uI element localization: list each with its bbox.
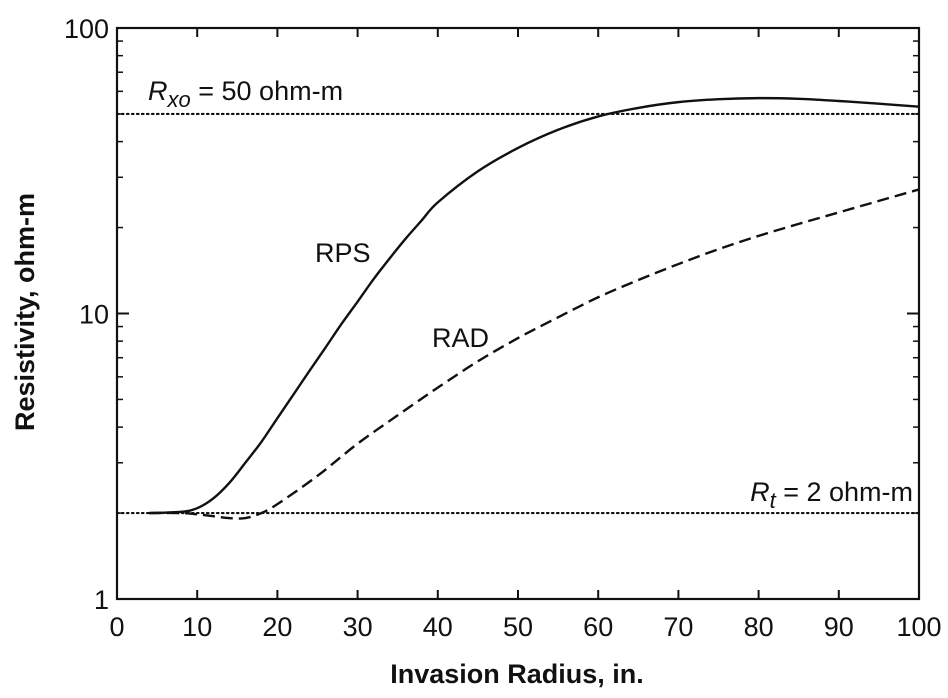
y-tick-label: 100 bbox=[64, 14, 109, 44]
x-tick-label: 80 bbox=[744, 612, 774, 642]
y-tick-label: 1 bbox=[94, 585, 109, 615]
x-tick-label: 30 bbox=[343, 612, 373, 642]
reference-line-label: Rt = 2 ohm-m bbox=[750, 477, 913, 513]
x-tick-label: 70 bbox=[663, 612, 693, 642]
series-label-rps: RPS bbox=[315, 238, 371, 268]
series-label-rad: RAD bbox=[432, 323, 489, 353]
x-tick-label: 40 bbox=[423, 612, 453, 642]
series-line-rad bbox=[149, 188, 920, 520]
axis-ticks bbox=[116, 27, 920, 600]
series-line-rps bbox=[149, 96, 920, 515]
reference-line-label: Rxo = 50 ohm-m bbox=[148, 76, 343, 112]
y-axis-title: Resistivity, ohm-m bbox=[10, 193, 40, 431]
x-tick-label: 100 bbox=[896, 612, 941, 642]
reference-lines bbox=[115, 112, 921, 515]
x-tick-label: 10 bbox=[182, 612, 212, 642]
x-tick-label: 90 bbox=[824, 612, 854, 642]
x-tick-label: 0 bbox=[109, 612, 124, 642]
x-tick-label: 20 bbox=[262, 612, 292, 642]
y-tick-label: 10 bbox=[79, 300, 109, 330]
x-tick-label: 50 bbox=[503, 612, 533, 642]
x-axis-title: Invasion Radius, in. bbox=[390, 659, 644, 689]
series-lines bbox=[149, 96, 920, 520]
x-tick-label: 60 bbox=[583, 612, 613, 642]
